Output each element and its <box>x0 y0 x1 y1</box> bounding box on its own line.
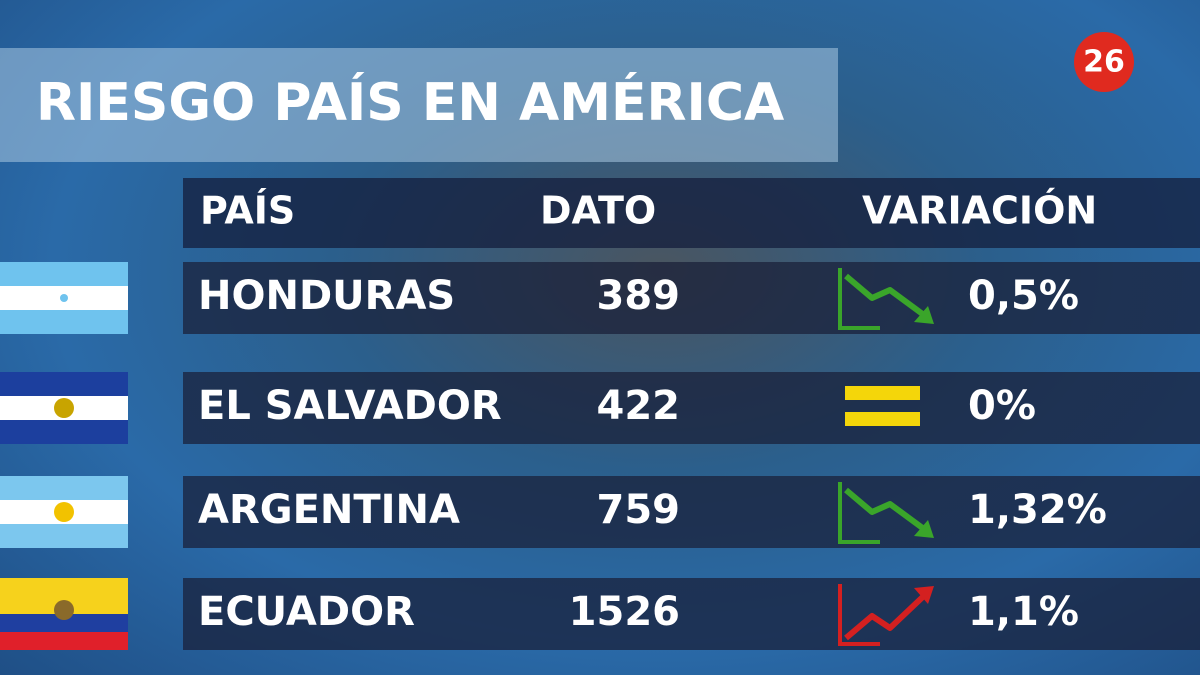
flat-bar <box>845 412 920 426</box>
variation: 1,32% <box>968 487 1107 533</box>
logo-circle <box>1074 32 1134 92</box>
flag-band <box>0 476 128 500</box>
trend-line <box>844 589 931 641</box>
arrow-head <box>914 520 934 538</box>
flag-band <box>0 524 128 548</box>
row-bar <box>183 372 1200 444</box>
arrow-head <box>914 306 934 324</box>
title-box <box>0 48 838 162</box>
country: EL SALVADOR <box>198 383 502 429</box>
header-bar <box>183 178 1200 248</box>
value: 389 <box>597 273 681 319</box>
trend-line <box>844 273 930 321</box>
value: 422 <box>597 383 681 429</box>
trend-icon <box>838 584 934 646</box>
header-value: DATO <box>540 189 656 233</box>
arrow-head <box>914 586 934 604</box>
logo: 26 <box>1083 45 1125 80</box>
flag-band <box>0 262 128 286</box>
variation: 0,5% <box>968 273 1079 319</box>
axis <box>838 268 880 330</box>
flag-band <box>0 372 128 396</box>
value: 1526 <box>569 589 680 635</box>
variation: 1,1% <box>968 589 1079 635</box>
row-bar <box>183 262 1200 334</box>
flag-band <box>0 310 128 334</box>
value: 759 <box>597 487 681 533</box>
header-country: PAÍS <box>200 189 295 233</box>
flag-band <box>0 420 128 444</box>
flag-band <box>0 614 128 632</box>
row-bar <box>183 578 1200 650</box>
country: ARGENTINA <box>198 487 460 533</box>
row-bar <box>183 476 1200 548</box>
axis <box>838 482 880 544</box>
trend-icon <box>838 268 934 330</box>
trend-icon <box>845 386 920 426</box>
country: ECUADOR <box>198 589 415 635</box>
flag-emblem <box>54 502 74 522</box>
header-variation: VARIACIÓN <box>862 189 1097 233</box>
flag-emblem <box>60 294 68 302</box>
country: HONDURAS <box>198 273 455 319</box>
trend-line <box>844 487 930 535</box>
axis <box>838 584 880 646</box>
trend-icon <box>838 482 934 544</box>
variation: 0% <box>968 383 1036 429</box>
flag-emblem <box>54 600 74 620</box>
flat-bar <box>845 386 920 400</box>
title: RIESGO PAÍS EN AMÉRICA <box>36 72 784 133</box>
flag-emblem <box>54 398 74 418</box>
flag-band <box>0 632 128 650</box>
